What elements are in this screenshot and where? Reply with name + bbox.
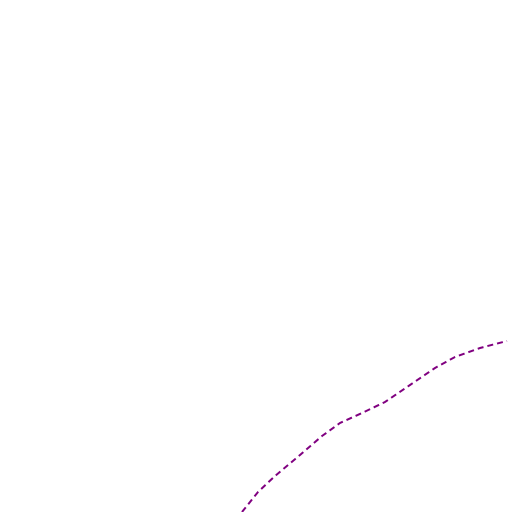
route-line: [241, 340, 508, 512]
